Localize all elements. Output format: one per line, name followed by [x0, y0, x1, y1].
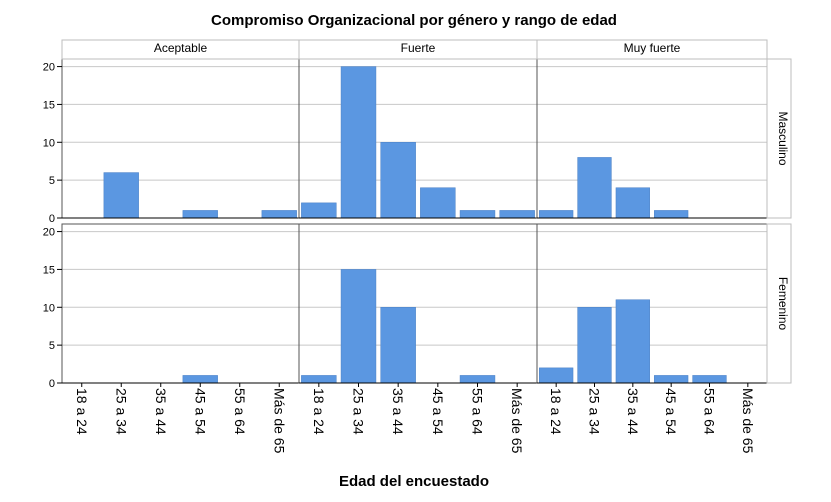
panel-background — [62, 59, 299, 218]
row-strip-box — [766, 223, 792, 384]
column-strip-label: Aceptable — [154, 41, 208, 55]
x-tick-label: 45 a 54 — [192, 388, 208, 435]
panel-background — [299, 59, 537, 218]
y-tick-label: 0 — [49, 378, 55, 390]
x-tick-label: 45 a 54 — [663, 388, 679, 435]
x-tick-label: 18 a 24 — [74, 388, 90, 435]
panel-background — [537, 59, 767, 218]
bar — [539, 367, 574, 384]
y-tick-label: 20 — [43, 62, 55, 74]
bar — [692, 375, 727, 384]
column-strip-box — [536, 39, 768, 60]
chart-title: Compromiso Organizacional por género y r… — [211, 12, 617, 29]
x-tick-label: 25 a 34 — [587, 388, 603, 435]
x-tick-label: 55 a 64 — [470, 388, 486, 435]
x-tick-label: 35 a 44 — [390, 388, 406, 435]
column-strip-label: Fuerte — [401, 41, 436, 55]
x-tick-label: 18 a 24 — [548, 388, 564, 435]
x-tick-label: 45 a 54 — [430, 388, 446, 435]
y-tick-label: 15 — [43, 264, 55, 276]
panel — [298, 223, 538, 384]
panel — [536, 223, 768, 384]
bar — [301, 202, 337, 219]
x-tick-label: 25 a 34 — [113, 388, 129, 435]
bar — [577, 157, 612, 219]
y-tick-label: 10 — [43, 137, 55, 149]
y-tick-label: 5 — [49, 175, 55, 187]
panels — [61, 58, 768, 384]
panel-background — [537, 224, 767, 383]
column-strip-label: Muy fuerte — [624, 41, 681, 55]
y-tick-label: 5 — [49, 340, 55, 352]
bar — [459, 375, 496, 384]
panel-background — [62, 224, 299, 383]
bar — [182, 375, 218, 384]
bar — [380, 307, 416, 384]
bar — [654, 210, 689, 219]
row-strip-label: Masculino — [776, 111, 790, 165]
y-tick-label: 15 — [43, 99, 55, 111]
bar — [615, 187, 650, 219]
bar — [301, 375, 337, 384]
column-strips: Aceptable Fuerte Muy fuerte — [61, 39, 768, 60]
bar — [380, 142, 416, 219]
x-tick-label: 55 a 64 — [702, 388, 718, 435]
y-tick-label: 10 — [43, 302, 55, 314]
y-tick-label: 20 — [43, 227, 55, 239]
bar — [577, 307, 612, 384]
bar — [459, 210, 496, 219]
panel — [61, 223, 300, 384]
bar — [261, 210, 297, 219]
x-tick-label: Más de 65 — [271, 388, 287, 454]
row-strips: Masculino Femenino — [766, 58, 792, 384]
bar — [340, 269, 377, 384]
x-tick-label: Más de 65 — [509, 388, 525, 454]
panel — [536, 58, 768, 219]
y-axis: 0 5 10 15 20 0 5 10 15 20 — [43, 62, 62, 390]
row-strip-label: Femenino — [776, 277, 790, 331]
bar — [615, 299, 650, 384]
x-tick-label: 35 a 44 — [153, 388, 169, 435]
bar — [182, 210, 218, 219]
x-axis: 18 a 24 25 a 34 35 a 44 45 a 54 55 a 64 Más d… — [74, 383, 756, 454]
panel — [298, 58, 538, 219]
y-tick-label: 0 — [49, 213, 55, 225]
x-tick-label: 18 a 24 — [311, 388, 327, 435]
x-tick-label: Más de 65 — [740, 388, 756, 454]
bar — [539, 210, 574, 219]
bar — [103, 172, 139, 219]
x-tick-label: 35 a 44 — [625, 388, 641, 435]
bar — [420, 187, 456, 219]
bar — [340, 66, 377, 219]
x-axis-label: Edad del encuestado — [339, 473, 489, 490]
row-strip-box — [766, 58, 792, 219]
panel-background — [299, 224, 537, 383]
x-tick-label: 25 a 34 — [351, 388, 367, 435]
panel — [61, 58, 300, 219]
bar — [499, 210, 535, 219]
bar — [654, 375, 689, 384]
x-tick-label: 55 a 64 — [232, 388, 248, 435]
